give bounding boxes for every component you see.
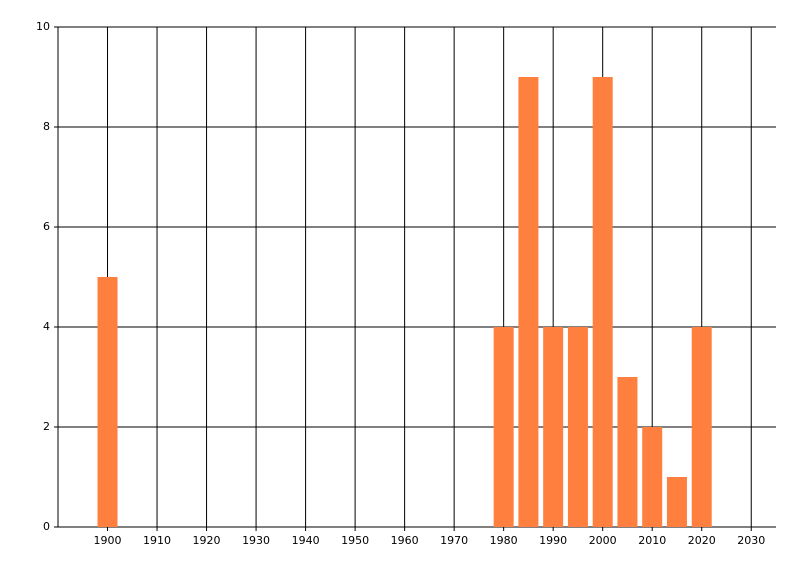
bar	[691, 327, 712, 527]
x-tick-label: 1960	[391, 534, 419, 547]
x-tick-label: 2000	[589, 534, 617, 547]
bar	[567, 327, 588, 527]
x-tick-label: 1980	[490, 534, 518, 547]
x-tick-label: 2030	[737, 534, 765, 547]
x-tick-label: 1910	[143, 534, 171, 547]
bar	[592, 77, 613, 527]
bar	[666, 477, 687, 527]
bar	[518, 77, 539, 527]
x-tick-label: 2010	[638, 534, 666, 547]
x-tick-label: 1920	[193, 534, 221, 547]
x-tick-label: 2020	[688, 534, 716, 547]
x-tick-label: 1970	[440, 534, 468, 547]
y-tick-label: 4	[43, 320, 50, 333]
y-tick-label: 10	[36, 20, 50, 33]
x-tick-label: 1950	[341, 534, 369, 547]
bar	[97, 277, 118, 527]
bar	[493, 327, 514, 527]
x-tick-label: 1990	[539, 534, 567, 547]
x-tick-label: 1930	[242, 534, 270, 547]
y-tick-label: 6	[43, 220, 50, 233]
bar	[543, 327, 564, 527]
x-tick-label: 1940	[292, 534, 320, 547]
bar	[642, 427, 663, 527]
y-tick-label: 8	[43, 120, 50, 133]
y-tick-label: 0	[43, 520, 50, 533]
y-tick-label: 2	[43, 420, 50, 433]
x-tick-label: 1900	[94, 534, 122, 547]
bar	[617, 377, 638, 527]
